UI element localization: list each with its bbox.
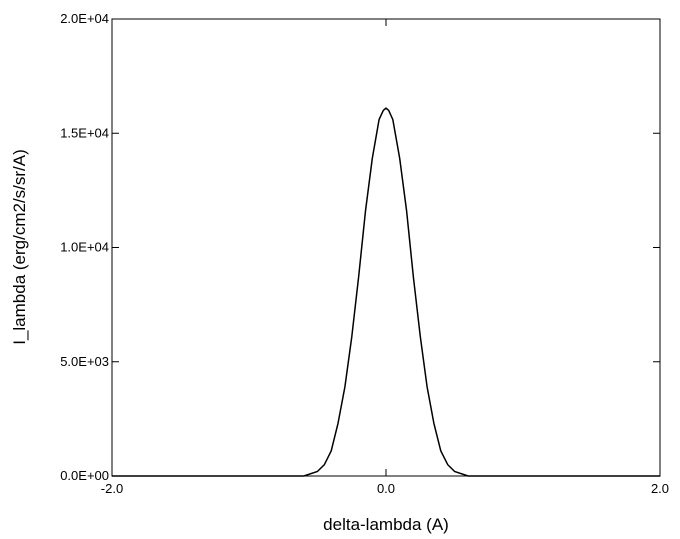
- x-tick-label: 2.0: [651, 481, 669, 496]
- y-axis-ticks: 0.0E+00 5.0E+03 1.0E+04 1.5E+04 2.0E+04: [60, 11, 660, 483]
- y-tick-label: 0.0E+00: [60, 468, 109, 483]
- plot-area-frame: [111, 18, 661, 477]
- series-line: [112, 107, 660, 477]
- x-axis-title: delta-lambda (A): [323, 515, 449, 534]
- y-axis-title: I_lambda (erg/cm2/s/sr/A): [10, 149, 29, 345]
- x-axis-ticks: -2.0 0.0 2.0: [101, 19, 669, 496]
- x-tick-label: -2.0: [101, 481, 123, 496]
- y-tick-label: 2.0E+04: [60, 11, 109, 26]
- y-tick-label: 1.0E+04: [60, 240, 109, 255]
- x-tick-label: 0.0: [377, 481, 395, 496]
- y-tick-label: 5.0E+03: [60, 354, 109, 369]
- series-layer: [112, 107, 660, 477]
- y-tick-label: 1.5E+04: [60, 125, 109, 140]
